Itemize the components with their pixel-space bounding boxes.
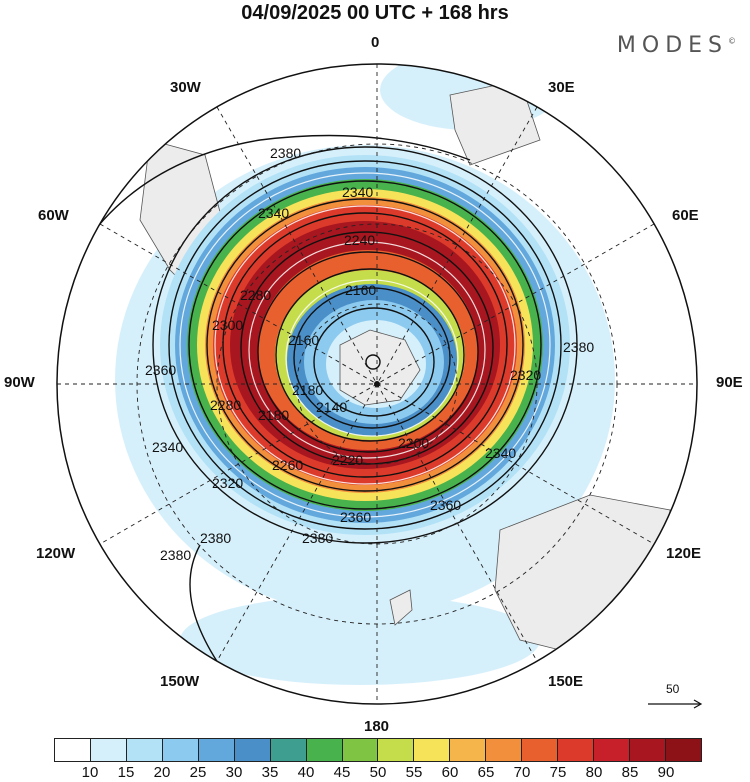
colorbar-tick-label: 60 (441, 764, 459, 781)
colorbar-segment (378, 739, 415, 761)
landmass-new-zealand (389, 589, 413, 626)
colorbar-tick-label: 40 (297, 764, 315, 781)
contour-label: 2380 (302, 530, 333, 546)
contour-label: 2200 (398, 435, 429, 451)
contour-label: 2340 (258, 205, 289, 221)
colorbar-segment (558, 739, 595, 761)
lon-label-120w: 120W (36, 545, 76, 562)
colorbar-segment (198, 739, 235, 761)
lon-label-180: 180 (364, 718, 390, 735)
colorbar-tick-label: 30 (225, 764, 243, 781)
colorbar-tick-label: 85 (621, 764, 639, 781)
contour-label: 2340 (485, 445, 516, 461)
colorbar-tick-label: 75 (549, 764, 567, 781)
colorbar-tick-label: 50 (369, 764, 387, 781)
contour-label: 2360 (340, 509, 371, 525)
lon-label-60w: 60W (38, 207, 69, 224)
lon-label-30w: 30W (170, 79, 201, 96)
lon-label-150w: 150W (160, 673, 200, 690)
colorbar-segment (450, 739, 487, 761)
reference-wind-vector: 50 (646, 682, 706, 712)
contour-label: 2220 (332, 452, 363, 468)
colorbar-segment (522, 739, 559, 761)
contour-label: 2380 (160, 547, 191, 563)
colorbar-segment (162, 739, 199, 761)
colorbar-tick-label: 90 (657, 764, 675, 781)
wind-vectors (179, 172, 551, 518)
map-title: 04/09/2025 00 UTC + 168 hrs (241, 2, 509, 24)
lon-label-120e: 120E (666, 545, 702, 562)
contour-label: 2240 (344, 232, 375, 248)
contour-label: 2180 (292, 382, 323, 398)
colorbar-tick-label: 45 (333, 764, 351, 781)
colorbar-tick-label: 20 (153, 764, 171, 781)
speed-shading-south (180, 595, 540, 685)
colorbar-tick-label: 25 (189, 764, 207, 781)
contour-label: 2360 (145, 362, 176, 378)
polar-map: 2380 2340 2340 2240 2160 2160 2300 2380 … (56, 63, 698, 705)
brand-logo: MODES© (617, 33, 736, 58)
colorbar-segment (55, 739, 91, 761)
reference-arrow-icon (648, 699, 703, 709)
colorbar-segment (90, 739, 127, 761)
contour-label: 2380 (200, 530, 231, 546)
lon-label-30e: 30E (548, 79, 575, 96)
colorbar-segment (630, 739, 666, 761)
colorbar-tick-label: 65 (477, 764, 495, 781)
contour-label: 2320 (212, 475, 243, 491)
colorbar-segment (306, 739, 343, 761)
colorbar-segment (486, 739, 523, 761)
lon-label-60e: 60E (672, 207, 699, 224)
lon-label-0: 0 (371, 34, 380, 51)
contour-label: 2280 (240, 287, 271, 303)
contour-label: 2160 (345, 282, 376, 298)
low-center-marker (365, 354, 381, 370)
brand-mark: © (728, 36, 736, 46)
colorbar-segment (594, 739, 630, 761)
colorbar-tick-label: 70 (513, 764, 531, 781)
colorbar-segment (270, 739, 307, 761)
contour-label: 2280 (210, 397, 241, 413)
reference-vector-label: 50 (666, 682, 680, 696)
contour-label: 2260 (272, 457, 303, 473)
contour-label: 2320 (510, 367, 541, 383)
colorbar-ticks: 10 15 20 25 30 35 40 45 50 55 60 65 70 75 80 85 90 (54, 764, 702, 782)
contour-label: 2160 (288, 332, 319, 348)
lon-label-150e: 150E (548, 673, 584, 690)
contour-label: 2340 (152, 439, 183, 455)
contour-label: 2300 (212, 317, 243, 333)
colorbar-tick-label: 80 (585, 764, 603, 781)
colorbar-tick-label: 10 (81, 764, 99, 781)
landmass-antarctica (339, 329, 421, 406)
colorbar-segment (342, 739, 379, 761)
contour-label: 2180 (258, 407, 289, 423)
contour-label: 2340 (342, 184, 373, 200)
colorbar-tick-label: 35 (261, 764, 279, 781)
colorbar-tick-label: 55 (405, 764, 423, 781)
colorbar-tick-label: 15 (117, 764, 135, 781)
map-border (56, 63, 698, 705)
colorbar-segment (414, 739, 451, 761)
colorbar-segment (665, 739, 701, 761)
colorbar-segment (234, 739, 271, 761)
lon-label-90e: 90E (716, 374, 743, 391)
brand-name: MODES (616, 33, 728, 58)
contour-label: 2380 (563, 339, 594, 355)
colorbar-segment (126, 739, 163, 761)
geopotential-contours (79, 134, 578, 681)
south-pole-marker (374, 381, 380, 387)
colorbar (54, 738, 702, 762)
contour-label: 2360 (430, 497, 461, 513)
contour-label: 2380 (270, 145, 301, 161)
lon-label-90w: 90W (4, 374, 35, 391)
map-disc (57, 64, 697, 704)
contour-label: 2140 (316, 399, 347, 415)
